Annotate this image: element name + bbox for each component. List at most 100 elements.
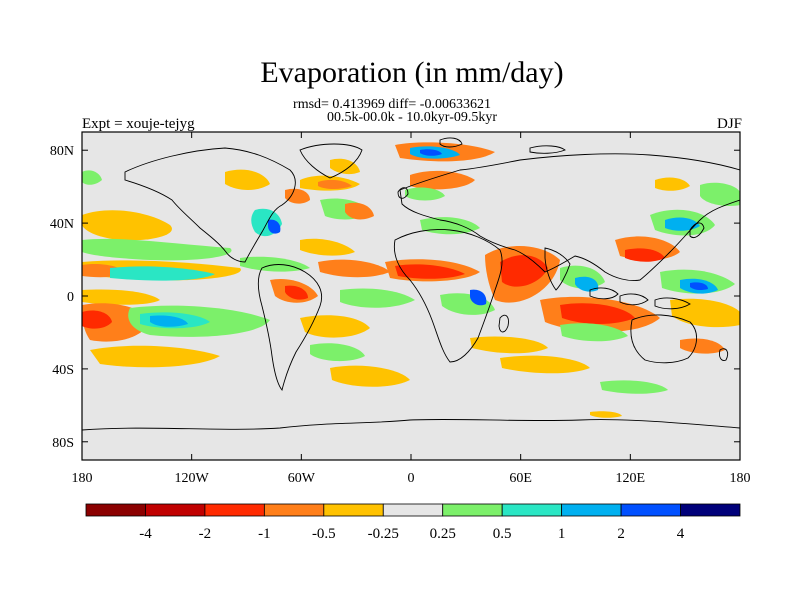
period-line: 00.5k-00.0k - 10.0kyr-09.5kyr bbox=[327, 110, 497, 125]
coast-japan bbox=[689, 222, 705, 239]
field-patch bbox=[340, 288, 415, 308]
colorbar-label: -4 bbox=[139, 526, 152, 542]
coast-greenland bbox=[299, 143, 363, 179]
x-tick-label: 180 bbox=[72, 471, 93, 486]
colorbar-swatch bbox=[85, 503, 146, 517]
y-tick-label: 80N bbox=[50, 144, 74, 159]
field-patch bbox=[330, 158, 360, 175]
x-tick-label: 60W bbox=[288, 471, 316, 486]
coast-africa bbox=[393, 229, 503, 363]
field-patch bbox=[600, 380, 668, 394]
field-patch bbox=[500, 355, 590, 374]
field-patch bbox=[560, 323, 628, 342]
y-tick-label: 80S bbox=[52, 436, 74, 451]
coast-new-zealand bbox=[719, 348, 729, 361]
x-tick-label: 60E bbox=[509, 471, 532, 486]
field-patch bbox=[225, 169, 270, 190]
colorbar-swatch bbox=[145, 503, 206, 517]
field-patch bbox=[285, 188, 310, 204]
field-patch bbox=[150, 315, 188, 327]
coast-north-america bbox=[124, 147, 296, 263]
coast-eurasia bbox=[399, 153, 740, 281]
colorbar-label: 4 bbox=[677, 526, 685, 542]
colorbar-swatch bbox=[561, 503, 622, 517]
colorbar-label: 1 bbox=[558, 526, 566, 542]
colorbar-label: -0.25 bbox=[368, 526, 399, 542]
coast-australia bbox=[630, 314, 697, 364]
field-patch bbox=[420, 149, 442, 156]
colorbar-swatch bbox=[620, 503, 681, 517]
field-patch bbox=[300, 238, 355, 256]
colorbar bbox=[85, 503, 741, 517]
colorbar-label: 2 bbox=[617, 526, 625, 542]
stats-line: rmsd= 0.413969 diff= -0.00633621 bbox=[293, 97, 491, 112]
x-tick-label: 120E bbox=[616, 471, 646, 486]
field-patch bbox=[318, 259, 390, 278]
colorbar-swatch bbox=[680, 503, 741, 517]
colorbar-swatch bbox=[323, 503, 384, 517]
colorbar-swatch bbox=[263, 503, 325, 517]
field-patch bbox=[345, 202, 374, 220]
field-patch bbox=[395, 264, 465, 279]
field-patch bbox=[470, 336, 548, 354]
field-patch bbox=[410, 170, 475, 190]
field-patch bbox=[82, 289, 160, 305]
field-patch bbox=[310, 343, 365, 362]
colorbar-swatch bbox=[442, 503, 503, 517]
field-patch bbox=[470, 289, 487, 306]
season-label: DJF bbox=[717, 116, 742, 132]
field-patch bbox=[655, 177, 690, 191]
field-patch bbox=[625, 248, 665, 262]
field-patch bbox=[405, 187, 445, 201]
field-patch bbox=[110, 266, 215, 281]
coast-svalbard bbox=[439, 137, 463, 148]
coast-south-america bbox=[257, 264, 323, 391]
coast-uk bbox=[397, 187, 409, 199]
x-tick-label: 0 bbox=[408, 471, 415, 486]
field-patch bbox=[560, 303, 635, 324]
field-patch bbox=[82, 210, 172, 241]
field-patch bbox=[240, 256, 310, 272]
y-tick-label: 0 bbox=[67, 290, 74, 305]
field-patch bbox=[82, 170, 102, 185]
coast-new-guinea bbox=[654, 297, 691, 310]
field-patch bbox=[285, 285, 308, 300]
y-tick-label: 40N bbox=[50, 217, 74, 232]
y-tick-label: 40S bbox=[52, 363, 74, 378]
field-patch bbox=[318, 179, 352, 189]
map-title: Evaporation (in mm/day) bbox=[260, 56, 563, 89]
coast-india bbox=[544, 247, 571, 291]
colorbar-swatch bbox=[501, 503, 563, 517]
field-patch bbox=[670, 298, 740, 328]
field-patch bbox=[268, 219, 281, 234]
coast-borneo bbox=[619, 293, 649, 306]
field-patch bbox=[680, 338, 725, 354]
field-patch bbox=[330, 365, 410, 387]
colorbar-swatch bbox=[382, 503, 444, 517]
field-patch bbox=[575, 276, 599, 292]
colorbar-label: -0.5 bbox=[312, 526, 336, 542]
colorbar-label: 0.5 bbox=[493, 526, 512, 542]
x-tick-label: 120W bbox=[175, 471, 210, 486]
map-background bbox=[82, 132, 740, 460]
axis-ticks bbox=[81, 132, 741, 460]
field-patch bbox=[82, 310, 112, 329]
field-patch bbox=[690, 282, 708, 291]
experiment-label: Expt = xouje-tejyg bbox=[82, 116, 195, 132]
x-tick-label: 180 bbox=[730, 471, 751, 486]
colorbar-labels: -4 -2 -1 -0.5 -0.25 0.25 0.5 1 2 4 bbox=[139, 526, 685, 542]
coast-madagascar bbox=[498, 314, 509, 333]
colorbar-swatch bbox=[204, 503, 265, 517]
field-patch bbox=[420, 217, 480, 235]
field-patch bbox=[590, 411, 622, 418]
coast-novaya-zemlya bbox=[529, 145, 566, 154]
colorbar-label: 0.25 bbox=[430, 526, 456, 542]
colorbar-label: -1 bbox=[258, 526, 271, 542]
axis-tick-labels: 180 120W 60W 0 60E 120E 180 80N 40N 0 40S 80S bbox=[50, 144, 751, 486]
coast-sumatra bbox=[589, 287, 619, 300]
field-patch bbox=[300, 315, 370, 338]
field-patch bbox=[82, 238, 232, 261]
field-patch bbox=[700, 182, 740, 206]
colorbar-label: -2 bbox=[199, 526, 212, 542]
